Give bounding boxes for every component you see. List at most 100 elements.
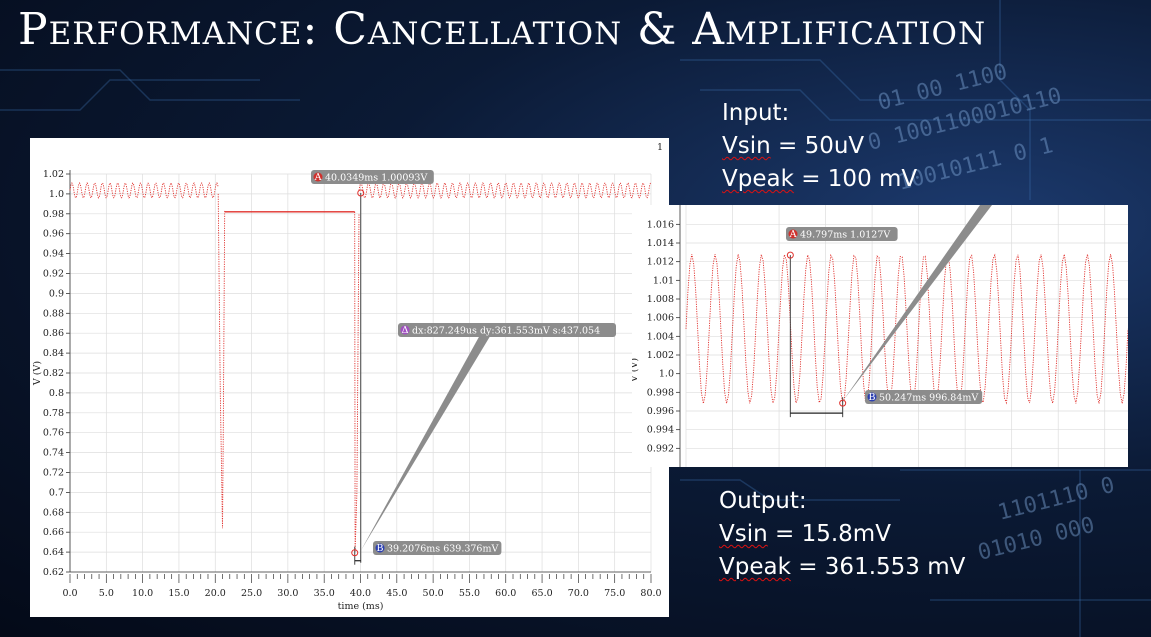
main-y-tick-label: 0.92 xyxy=(43,269,64,280)
main-y-tick-label: 0.78 xyxy=(43,408,64,419)
main-x-tick-label: 0.0 xyxy=(62,588,77,599)
zoom-marker-a-label-symbol-letter: A xyxy=(789,229,797,240)
main-x-tick-label: 35.0 xyxy=(314,588,335,599)
main-y-tick-label: 0.76 xyxy=(43,428,64,439)
main-marker-b-label-symbol xyxy=(375,543,385,553)
main-x-axis-label: time (ms) xyxy=(338,601,384,612)
waveform-chart-zoom: A 49.797ms 1.0127V B 50.247ms 996.84mV xyxy=(685,205,1128,467)
main-delta-pointer xyxy=(360,333,492,551)
input-vsin-line: Vsin = 50uV xyxy=(722,130,917,163)
main-y-tick-label: 0.68 xyxy=(43,507,64,518)
output-vsin-key: Vsin xyxy=(719,521,768,547)
zoom-marker-b-label: B 50.247ms 996.84mV xyxy=(865,390,983,404)
main-x-tick-label: 15.0 xyxy=(168,588,189,599)
main-trace-segment xyxy=(69,182,219,199)
main-y-tick-label: 0.66 xyxy=(43,527,64,538)
zoom-y-tick-label: 1.016 xyxy=(647,219,674,230)
main-trace-segment xyxy=(354,211,360,553)
main-marker-a-label-box xyxy=(311,170,434,184)
main-x-tick-label: 10.0 xyxy=(132,588,153,599)
waveform-panel-zoom: A 49.797ms 1.0127V B 50.247ms 996.84mV xyxy=(680,205,1128,467)
main-y-tick-label: 0.88 xyxy=(43,308,64,319)
zoom-marker-a-label-text: 49.797ms 1.0127V xyxy=(800,230,890,241)
waveform-panel-full: 0.62 0.64 0.66 0.68 0.7 0.72 0.74 0.76 0.78 0.8 0.… xyxy=(30,138,669,617)
input-vpeak-value: = 100 mV xyxy=(793,166,918,192)
main-marker-a-point xyxy=(357,189,365,197)
main-marker-b-label: B 39.2076ms 639.376mV xyxy=(373,541,502,555)
output-vpeak-line: Vpeak = 361.553 mV xyxy=(719,551,965,584)
main-x-tick-label: 65.0 xyxy=(531,588,552,599)
main-y-tick-label: 0.94 xyxy=(43,249,64,260)
main-x-tick-label: 45.0 xyxy=(386,588,407,599)
zoom-y-tick-label: 1.014 xyxy=(647,238,674,249)
main-x-tick-label: 30.0 xyxy=(277,588,298,599)
zoom-y-tick-label: 1.004 xyxy=(647,331,674,342)
main-y-tick-label: 0.96 xyxy=(43,229,64,240)
main-y-tick-label: 0.8 xyxy=(49,388,64,399)
main-axes: 0.62 0.64 0.66 0.68 0.7 0.72 0.74 0.76 0.78 0.8 0.… xyxy=(32,142,663,612)
output-vpeak-value: = 361.553 mV xyxy=(790,554,966,580)
svg-text:1101110 0: 1101110 0 xyxy=(995,473,1117,526)
zoom-y-tick-label: 1.01 xyxy=(653,275,674,286)
main-y-tick-label: 1.0 xyxy=(49,189,64,200)
zoom-y-tick-label: 1.002 xyxy=(647,350,674,361)
main-y-tick-label: 0.98 xyxy=(43,209,64,220)
output-vpeak-key: Vpeak xyxy=(719,554,791,580)
zoom-y-tick-label: 1.008 xyxy=(647,294,674,305)
main-trace-segment xyxy=(358,182,652,199)
zoom-y-tick-label: 1.006 xyxy=(647,313,674,324)
zoom-y-tick-label: 0.994 xyxy=(647,425,674,436)
zoom-marker-b-label-symbol xyxy=(867,392,877,402)
output-note: Output: Vsin = 15.8mV Vpeak = 361.553 mV xyxy=(719,485,965,584)
main-delta-label-symbol xyxy=(400,325,410,335)
input-vsin-key: Vsin xyxy=(722,133,771,159)
main-x-tick-label: 5.0 xyxy=(99,588,114,599)
main-delta-label-symbol-letter: Δ xyxy=(402,325,409,336)
waveform-chart-full: 0.62 0.64 0.66 0.68 0.7 0.72 0.74 0.76 0.78 0.8 0.… xyxy=(32,142,663,612)
output-vsin-line: Vsin = 15.8mV xyxy=(719,518,965,551)
zoom-marker-b-point xyxy=(839,399,847,407)
input-vsin-value: = 50uV xyxy=(770,133,865,159)
main-x-tick-label: 25.0 xyxy=(241,588,262,599)
zoom-y-axis-bg xyxy=(632,205,682,467)
output-heading: Output: xyxy=(719,488,807,514)
input-heading: Input: xyxy=(722,100,790,126)
main-marker-a-label-text: 40.0349ms 1.00093V xyxy=(325,173,427,184)
main-marker-b-point xyxy=(351,549,359,557)
main-delta-label-text: dx:827.249us dy:361.553mV s:437.054 xyxy=(412,326,600,337)
main-x-tick-label: 75.0 xyxy=(604,588,625,599)
main-delta-label-box xyxy=(398,323,616,337)
main-y-tick-label: 0.86 xyxy=(43,328,64,339)
main-trace-segment xyxy=(217,193,226,529)
zoom-marker-a-label-box xyxy=(786,227,898,241)
input-note: Input: Vsin = 50uV Vpeak = 100 mV xyxy=(722,97,917,196)
main-marker-a-label-symbol xyxy=(313,172,323,182)
zoom-marker-b-label-symbol-letter: B xyxy=(869,392,876,403)
zoom-marker-a-label: A 49.797ms 1.0127V xyxy=(786,227,898,241)
main-x-tick-label: 40.0 xyxy=(350,588,371,599)
zoom-y-tick-label: 0.992 xyxy=(647,443,674,454)
output-vsin-value: = 15.8mV xyxy=(767,521,891,547)
main-x-tick-label: 55.0 xyxy=(459,588,480,599)
main-y-tick-label: 0.64 xyxy=(43,547,64,558)
input-vpeak-key: Vpeak xyxy=(722,166,794,192)
main-marker-b-label-symbol-letter: B xyxy=(377,543,384,554)
main-marker-a-label-symbol-letter: A xyxy=(314,172,322,183)
main-y-tick-label: 0.72 xyxy=(43,468,64,479)
zoom-trace xyxy=(685,253,1128,405)
main-x-tick-label: 70.0 xyxy=(568,588,589,599)
zoom-marker-b-label-box xyxy=(865,390,983,404)
main-y-tick-label: 0.9 xyxy=(49,288,64,299)
main-x-tick-label: 60.0 xyxy=(495,588,516,599)
main-marker-b-label-box xyxy=(373,541,502,555)
zoom-y-tick-label: 1.012 xyxy=(647,257,674,268)
input-vpeak-line: Vpeak = 100 mV xyxy=(722,163,917,196)
main-y-tick-label: 0.7 xyxy=(49,487,64,498)
slide-title: Performance: Cancellation & Amplificatio… xyxy=(18,4,987,55)
main-y-axis-label: V (V) xyxy=(32,361,43,386)
main-marker-b-label-text: 39.2076ms 639.376mV xyxy=(387,544,498,555)
zoom-y-tick-label: 0.996 xyxy=(647,406,674,417)
main-x-tick-label: 80.0 xyxy=(640,588,661,599)
